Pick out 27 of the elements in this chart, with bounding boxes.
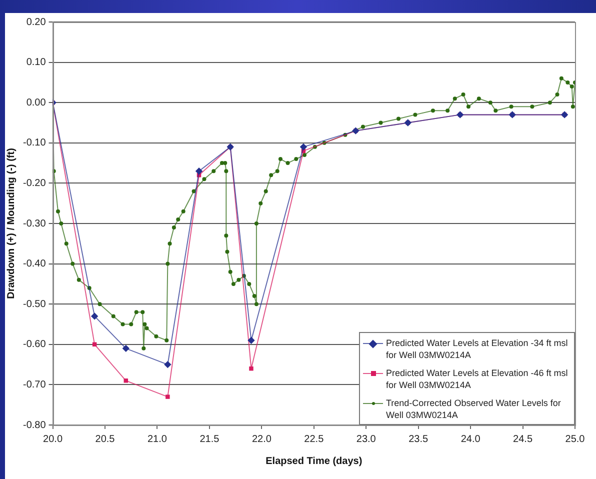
legend-label: Predicted Water Levels at Elevation -46 ft msl for Well 03MW0214A — [386, 367, 569, 391]
x-tick-label: 21.0 — [148, 434, 168, 445]
x-tick-label: 20.5 — [95, 434, 116, 445]
x-tick-label: 22.0 — [252, 434, 272, 445]
x-tick-label: 21.5 — [200, 434, 220, 445]
legend-label: Predicted Water Levels at Elevation -34 ft msl for Well 03MW0214A — [386, 337, 569, 361]
y-axis-title: Drawdown (+) / Mounding (-) (ft) — [6, 148, 17, 299]
y-tick-label: -0.30 — [22, 218, 46, 230]
legend-label: Trend-Corrected Observed Water Levels for Well 03MW0214A — [386, 397, 562, 421]
y-tick-label: -0.10 — [22, 138, 46, 149]
y-tick-label: -0.20 — [22, 178, 46, 189]
x-tick-label: 23.5 — [408, 434, 429, 445]
y-tick-label: -0.70 — [22, 379, 46, 390]
y-tick-label: 0.20 — [26, 16, 46, 28]
y-tick-label: 0.00 — [26, 97, 46, 108]
x-tick-label: 22.5 — [304, 434, 324, 445]
y-tick-label: -0.50 — [22, 298, 46, 310]
y-tick-label: -0.80 — [22, 420, 46, 431]
x-tick-label: 23.0 — [356, 434, 376, 445]
x-tick-label: 25.0 — [565, 434, 586, 445]
x-axis-title: Elapsed Time (days) — [266, 456, 362, 467]
x-tick-label: 20.0 — [43, 434, 63, 445]
y-tick-label: 0.10 — [26, 57, 46, 68]
y-tick-label: -0.40 — [22, 258, 46, 270]
x-tick-label: 24.0 — [460, 434, 481, 445]
x-tick-label: 24.5 — [513, 434, 533, 445]
y-tick-label: -0.60 — [22, 339, 46, 350]
